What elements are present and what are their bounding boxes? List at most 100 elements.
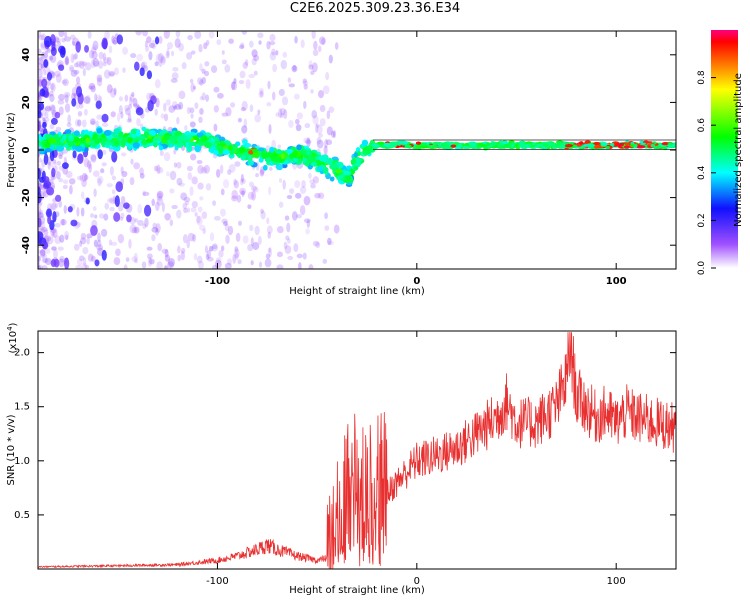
spectrogram-noise-cell bbox=[163, 102, 167, 112]
spectrogram-noise-cell bbox=[228, 38, 234, 44]
spectrogram-noise-cell bbox=[41, 78, 48, 88]
spectrogram-noise-cell bbox=[136, 117, 141, 127]
snr-xtick-label: 100 bbox=[607, 576, 626, 587]
spectrogram-noise-cell bbox=[84, 264, 90, 269]
spectrogram-noise-cell bbox=[168, 105, 176, 113]
spectrogram-noise-cell bbox=[111, 241, 118, 246]
spectrogram-noise-cell bbox=[144, 217, 149, 228]
spectrogram-noise-cell bbox=[97, 232, 101, 243]
spectrogram-noise-cell bbox=[286, 222, 291, 233]
spectrogram-noise-cell bbox=[38, 48, 42, 54]
spectrogram-noise-cell bbox=[55, 170, 61, 180]
spectrogram-noise-cell bbox=[221, 112, 229, 117]
spectrogram-cell bbox=[497, 143, 502, 148]
spectrogram-cell bbox=[535, 143, 543, 148]
spectrogram-noise-cell bbox=[109, 72, 115, 77]
spectrogram-noise-cell bbox=[106, 57, 112, 66]
spectrogram-noise-cell bbox=[79, 240, 83, 247]
spectrogram-noise-cell bbox=[223, 178, 230, 189]
spectrogram-noise-cell bbox=[241, 190, 245, 198]
spectrogram-cell bbox=[593, 145, 601, 149]
spectrogram-noise-cell bbox=[150, 39, 157, 50]
spectrogram-cell bbox=[469, 142, 477, 146]
spectrogram-noise-cell bbox=[186, 52, 193, 60]
spectrogram-noise-cell bbox=[61, 37, 66, 43]
spectrogram-cell bbox=[353, 152, 358, 158]
spectrogram-noise-cell bbox=[204, 70, 210, 77]
spectrogram-noise-cell bbox=[251, 190, 256, 201]
spectrogram-cell bbox=[502, 141, 510, 145]
spectrogram-noise-cell bbox=[44, 51, 48, 62]
spectrogram-cell bbox=[275, 163, 284, 171]
spectrogram-noise-cell bbox=[94, 93, 98, 102]
spectrogram-noise-cell bbox=[267, 80, 271, 90]
spectrogram-noise-cell bbox=[126, 214, 132, 223]
spectrogram-noise-cell bbox=[77, 153, 84, 164]
spectrogram-noise-cell bbox=[88, 82, 96, 90]
spectrogram-noise-cell bbox=[134, 226, 140, 234]
spectrogram-noise-cell bbox=[277, 144, 282, 149]
spectrogram-noise-cell bbox=[228, 163, 236, 173]
spectrogram-noise-cell bbox=[237, 259, 242, 265]
spectrogram-noise-cell bbox=[90, 225, 98, 236]
spectrogram-noise-cell bbox=[176, 161, 182, 169]
spectrogram-cell bbox=[185, 141, 190, 148]
spectrogram-noise-cell bbox=[38, 62, 43, 71]
spectrogram-noise-cell bbox=[275, 112, 280, 117]
spectrogram-noise-cell bbox=[145, 45, 150, 52]
spectrogram-noise-cell bbox=[242, 61, 248, 69]
spectrogram-noise-cell bbox=[125, 257, 130, 262]
spectrogram-cell bbox=[383, 142, 390, 146]
spectrogram-noise-cell bbox=[108, 70, 116, 77]
spectrogram-noise-cell bbox=[294, 192, 302, 199]
spectrogram-noise-cell bbox=[118, 105, 123, 115]
spectrogram-cell bbox=[542, 143, 549, 147]
spectrogram-noise-cell bbox=[267, 231, 271, 239]
spectrogram-noise-cell bbox=[78, 60, 85, 69]
spectrogram-noise-cell bbox=[42, 69, 47, 76]
spectrogram-cell bbox=[38, 141, 42, 147]
spectrogram-cell bbox=[188, 141, 196, 146]
spectrogram-cell bbox=[343, 170, 352, 176]
spectrogram-noise-cell bbox=[146, 36, 152, 44]
spectrogram-noise-cell bbox=[114, 67, 119, 76]
spectrogram-noise-cell bbox=[199, 63, 203, 71]
spectrogram-noise-cell bbox=[253, 70, 258, 76]
spectrogram-noise-cell bbox=[231, 81, 238, 91]
spectrogram-noise-cell bbox=[296, 112, 304, 120]
spectrogram-noise-cell bbox=[269, 41, 276, 46]
spectrogram-noise-cell bbox=[302, 80, 309, 86]
spectrogram-cell bbox=[44, 142, 51, 149]
spectrogram-noise-cell bbox=[164, 265, 169, 269]
spectrogram-noise-cell bbox=[102, 56, 110, 64]
spectrogram-cell bbox=[310, 162, 318, 167]
spectrogram-noise-cell bbox=[44, 105, 52, 112]
spectrogram-noise-cell bbox=[100, 228, 108, 237]
spectrogram-noise-cell bbox=[154, 108, 158, 116]
spectrogram-noise-cell bbox=[38, 210, 41, 218]
spectrogram-noise-cell bbox=[129, 224, 137, 234]
spectrogram-noise-cell bbox=[40, 64, 45, 69]
spectrogram-noise-cell bbox=[92, 206, 97, 211]
spectrogram-noise-cell bbox=[165, 99, 171, 106]
spectrogram-noise-cell bbox=[120, 111, 124, 119]
spectrogram-noise-cell bbox=[49, 104, 56, 112]
spectrogram-noise-cell bbox=[38, 80, 42, 86]
spectrogram-noise-cell bbox=[227, 258, 233, 266]
spectrogram-noise-cell bbox=[186, 239, 191, 249]
spectrogram-noise-cell bbox=[269, 51, 277, 61]
spectrogram-cell bbox=[504, 144, 512, 148]
spectrogram-noise-cell bbox=[174, 38, 181, 49]
spectrogram-cell bbox=[371, 144, 380, 148]
spectrogram-noise-cell bbox=[183, 196, 191, 203]
spectrogram-noise-cell bbox=[125, 107, 131, 116]
spectrogram-noise-cell bbox=[257, 32, 264, 39]
spectrogram-noise-cell bbox=[187, 34, 193, 41]
spectrogram-noise-cell bbox=[278, 201, 284, 208]
spectrogram-noise-cell bbox=[128, 103, 132, 110]
spectrogram-noise-cell bbox=[57, 40, 61, 48]
spectrogram-noise-cell bbox=[269, 33, 276, 42]
spectrogram-noise-cell bbox=[214, 215, 221, 221]
spectrogram-noise-cell bbox=[38, 94, 41, 99]
spectrogram-cell bbox=[576, 143, 582, 147]
